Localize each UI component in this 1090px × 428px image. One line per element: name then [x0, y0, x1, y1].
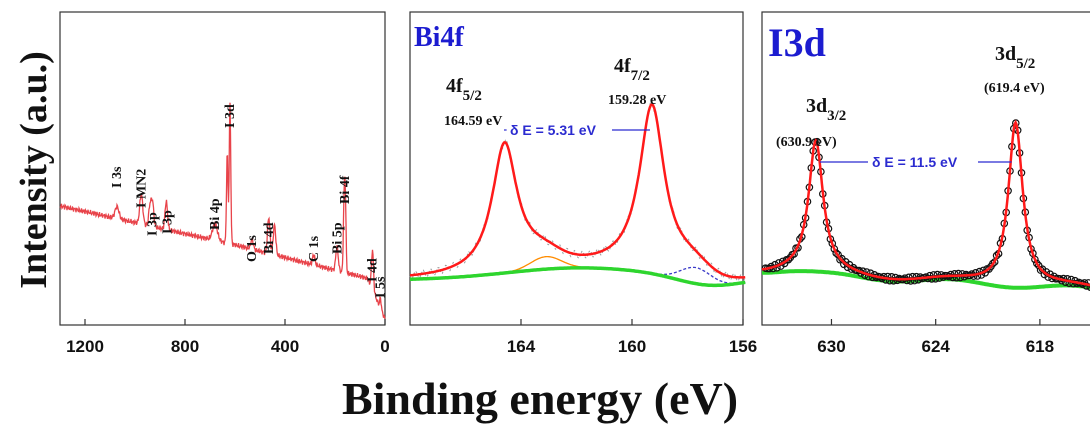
- bi4f-plot: Bi4f 164 160 156 4f5/2 164.59 eV 4f7/2 159.28 …: [409, 22, 757, 356]
- i3d-data-point: [929, 271, 938, 279]
- survey-peak-label: Bi 4p: [208, 198, 223, 230]
- i3d-panel-frame: [761, 11, 1090, 326]
- survey-peak-label: Bi 5p: [331, 222, 346, 254]
- bi4f-panel-title: Bi4f: [414, 22, 464, 53]
- i3d-data-point: [832, 249, 841, 257]
- i3d-data-point: [948, 273, 957, 282]
- i3d-data-point: [1086, 283, 1090, 291]
- i3d-peak-label: 3d5/2: [995, 43, 1035, 72]
- survey-peak-label: I 3s: [110, 166, 125, 188]
- bi4f-peak-label: 4f5/2: [446, 75, 482, 104]
- bi4f-raw-data: [409, 100, 746, 282]
- i3d-data-point: [784, 255, 793, 264]
- i3d-splitting-label: δ E = 11.5 eV: [872, 154, 958, 170]
- i3d-tick-label: 618: [1026, 337, 1054, 356]
- i3d-peak-label: 3d3/2: [806, 95, 846, 124]
- bi4f-background-line: [410, 266, 746, 288]
- survey-peak-label: O 1s: [245, 235, 260, 262]
- i3d-peak-energy: (630.9 eV): [776, 135, 837, 150]
- i3d-data-point: [904, 273, 913, 282]
- bi4f-tick-label: 160: [618, 337, 646, 356]
- survey-tick-label: 400: [271, 337, 299, 356]
- i3d-data-point: [988, 259, 997, 268]
- i3d-tick-label: 630: [817, 337, 845, 356]
- survey-peak-label: I 3p: [146, 212, 161, 236]
- survey-peak-label: I 3d: [223, 104, 238, 128]
- survey-spectrum-line: [59, 102, 386, 319]
- i3d-fit-line: [761, 119, 1090, 287]
- i3d-data-point: [950, 269, 959, 278]
- i3d-peak-energy: (619.4 eV): [984, 81, 1045, 96]
- bi4f-panel-frame: [409, 11, 744, 326]
- bi4f-tick-label: 164: [507, 337, 536, 356]
- x-axis-label: Binding energy (eV): [342, 373, 738, 424]
- survey-peak-label: I MN2: [134, 169, 149, 208]
- survey-peak-label: I 3p: [161, 210, 176, 234]
- i3d-panel-title: I3d: [768, 20, 826, 65]
- survey-panel-frame: [59, 11, 386, 326]
- bi4f-peak-energy: 164.59 eV: [444, 114, 502, 129]
- i3d-plot: I3d 630 624 618 3d3/2 (630.9 eV) 3d5/2 (619.4 …: [761, 20, 1090, 356]
- bi4f-fit-line: [409, 102, 746, 279]
- bi4f-peak-energy: 159.28 eV: [608, 93, 666, 108]
- survey-peak-label: Bi 4d: [262, 222, 277, 254]
- i3d-data-point: [1033, 259, 1041, 268]
- y-axis-label: Intensity (a.u.): [13, 51, 55, 289]
- i3d-data-point: [834, 250, 842, 259]
- survey-tick-label: 0: [380, 337, 389, 356]
- survey-tick-label: 800: [171, 337, 199, 356]
- bi4f-splitting-label: δ E = 5.31 eV: [510, 122, 597, 138]
- survey-peak-label: C 1s: [307, 235, 322, 262]
- i3d-tick-label: 624: [921, 337, 950, 356]
- bi4f-tick-label: 156: [729, 337, 757, 356]
- survey-plot: 1200 800 400 0 I 3s I MN2 I 3p I 3p Bi 4p I 3d O 1…: [59, 102, 390, 356]
- survey-tick-label: 1200: [66, 337, 104, 356]
- survey-peak-label: I 5s: [374, 276, 389, 298]
- bi4f-peak-label: 4f7/2: [614, 55, 650, 84]
- i3d-data-point: [927, 275, 936, 283]
- survey-peak-label: Bi 4f: [338, 175, 353, 204]
- survey-peak-label: I 4d: [366, 258, 381, 282]
